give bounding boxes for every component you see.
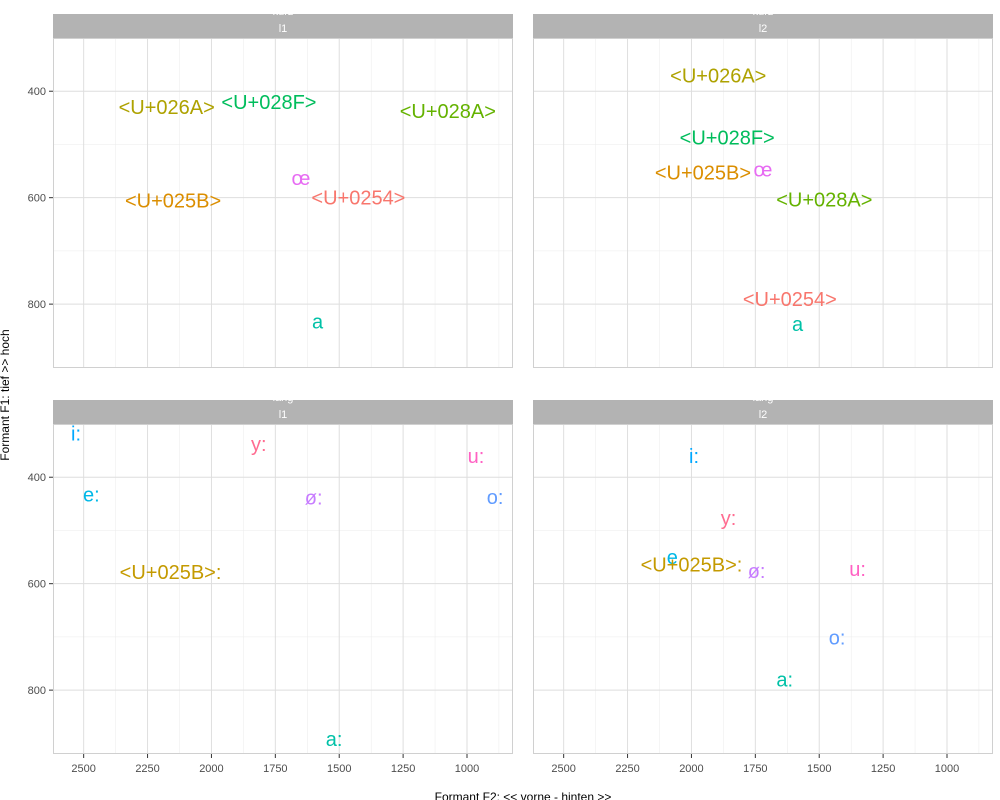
- vowel-label: ø:: [748, 561, 766, 583]
- facet-strip-label: l1: [279, 409, 288, 421]
- x-tick-label: 1250: [871, 763, 895, 775]
- facet-strip: [53, 400, 513, 424]
- vowel-label: y:: [251, 434, 267, 456]
- y-axis-ticks: 400 600 800 400 600 800: [28, 86, 53, 697]
- grid-lines: [53, 38, 513, 368]
- vowel-label: a:: [776, 669, 793, 691]
- panel-background: [53, 38, 513, 368]
- y-tick-label: 600: [28, 579, 46, 591]
- x-tick-label: 1000: [455, 763, 479, 775]
- vowel-label: e: [667, 547, 678, 569]
- x-tick-label: 2500: [551, 763, 575, 775]
- vowel-label: <U+025B>:: [641, 555, 743, 577]
- vowel-label: u:: [849, 559, 866, 581]
- vowel-label: <U+025B>: [655, 163, 751, 185]
- x-tick-label: 2000: [199, 763, 223, 775]
- vowel-label: <U+028F>: [221, 92, 316, 114]
- vowel-labels: <U+026A> <U+028F> <U+025B> œ<U+028A> <U+0254…: [655, 65, 873, 336]
- x-tick-label: 1250: [391, 763, 415, 775]
- vowel-label: y:: [721, 508, 737, 530]
- y-axis-title: Formant F1: tief >> hoch: [0, 329, 12, 460]
- vowel-label: a: [792, 314, 804, 336]
- x-tick-label: 1750: [263, 763, 287, 775]
- vowel-label: i:: [71, 424, 81, 446]
- vowel-label: œ: [291, 168, 310, 190]
- panel-border: [53, 38, 513, 368]
- facet-strip-label-top: lang: [753, 392, 774, 404]
- vowel-label: o:: [829, 627, 846, 649]
- x-tick-label: 2250: [135, 763, 159, 775]
- x-tick-label: 1750: [743, 763, 767, 775]
- y-tick-label: 400: [28, 86, 46, 98]
- vowel-label: e:: [83, 484, 100, 506]
- facet-panel: lang l1 i: y: u: e: ø: o: <U+025B>: a:: [53, 392, 513, 754]
- y-tick-label: 800: [28, 685, 46, 697]
- x-tick-label: 1500: [327, 763, 351, 775]
- vowel-label: a: [312, 312, 324, 334]
- vowel-label: u:: [468, 446, 485, 468]
- grid-lines: [53, 424, 513, 754]
- x-tick-label: 1500: [807, 763, 831, 775]
- vowel-label: œ: [754, 159, 773, 181]
- vowel-labels: i: y: e<U+025B>: ø: u: o: a:: [641, 446, 866, 692]
- vowel-labels: i: y: u: e: ø: o: <U+025B>: a:: [71, 424, 503, 752]
- vowel-label: i:: [689, 446, 699, 468]
- facet-panel: lang l2 i: y: e<U+025B>: ø: u: o: a:: [533, 392, 993, 754]
- vowel-label: <U+0254>: [311, 188, 405, 210]
- y-tick-label: 600: [28, 193, 46, 205]
- vowel-label: <U+028F>: [680, 128, 775, 150]
- vowel-label: o:: [487, 487, 504, 509]
- vowel-label: <U+0254>: [743, 289, 837, 311]
- vowel-label: a:: [326, 729, 343, 751]
- y-tick-label: 400: [28, 472, 46, 484]
- facet-strip-label-top: lang: [273, 392, 294, 404]
- vowel-label: <U+025B>: [125, 190, 221, 212]
- facet-strip-label-top: kurz: [273, 6, 294, 18]
- facet-strip: [533, 14, 993, 38]
- vowel-label: ø:: [305, 487, 323, 509]
- facet-strip: [53, 14, 513, 38]
- x-tick-label: 2250: [615, 763, 639, 775]
- vowel-label: <U+025B>:: [120, 562, 222, 584]
- grid-lines: [533, 424, 993, 754]
- x-tick-label: 2500: [71, 763, 95, 775]
- grid-lines: [533, 38, 993, 368]
- y-tick-label: 800: [28, 299, 46, 311]
- facet-strip-label: l1: [279, 23, 288, 35]
- panel-border: [533, 424, 993, 754]
- facet-strip-label: l2: [759, 409, 768, 421]
- panel-border: [533, 38, 993, 368]
- panel-background: [533, 424, 993, 754]
- vowel-label: <U+026A>: [670, 65, 766, 87]
- vowel-label: <U+028A>: [400, 101, 496, 123]
- panel-background: [533, 38, 993, 368]
- vowel-label: <U+026A>: [119, 97, 215, 119]
- facet-strip-label-top: kurz: [753, 6, 774, 18]
- panel-background: [53, 424, 513, 754]
- x-axis-title: Formant F2: << vorne - hinten >>: [435, 790, 612, 800]
- vowel-label: <U+028A>: [776, 189, 872, 211]
- vowel-labels: <U+026A> <U+028F> <U+028A> œ <U+025B> <U+0254…: [119, 92, 496, 334]
- panel-border: [53, 424, 513, 754]
- x-tick-label: 2000: [679, 763, 703, 775]
- facet-strip-label: l2: [759, 23, 768, 35]
- x-axis-ticks: 2500 2250 2000 1750 1500 1250 1000 2500 2250 2000…: [71, 754, 959, 775]
- x-tick-label: 1000: [935, 763, 959, 775]
- facet-strip: [533, 400, 993, 424]
